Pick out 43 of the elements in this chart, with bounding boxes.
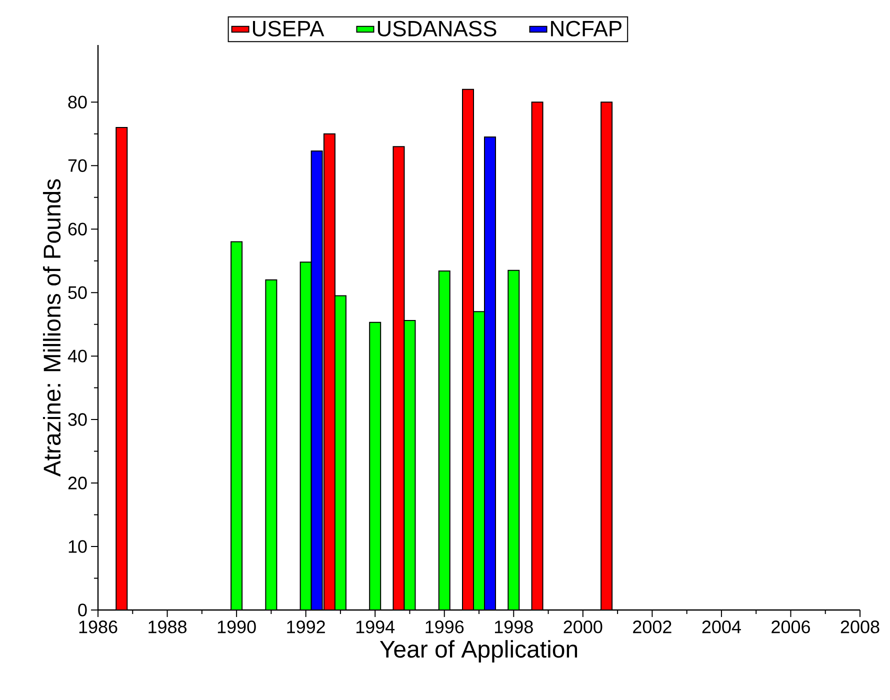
- bar: [230, 241, 243, 610]
- x-tick-label: 2008: [840, 620, 880, 634]
- bar: [462, 88, 474, 610]
- legend-label: USEPA: [252, 20, 324, 36]
- x-tick-label: 2002: [633, 620, 672, 634]
- x-tick-label: 1986: [79, 620, 118, 634]
- bar: [300, 262, 312, 610]
- legend-label: USDANASS: [378, 20, 496, 36]
- bar: [531, 102, 544, 610]
- bar: [473, 311, 486, 610]
- x-tick-label: 2004: [702, 620, 741, 634]
- bar: [484, 136, 496, 610]
- bar: [392, 146, 405, 610]
- bar: [369, 322, 382, 610]
- x-axis-title: Year of Application: [380, 640, 578, 662]
- x-tick-label: 1998: [494, 620, 533, 634]
- bar: [438, 270, 450, 610]
- y-tick-label: 70: [68, 159, 87, 172]
- x-tick-label: 2006: [772, 620, 810, 634]
- x-tick-label: 1994: [356, 620, 395, 634]
- bar: [600, 102, 613, 610]
- y-tick-label: 10: [68, 540, 87, 553]
- y-axis-title: Atrazine: Millions of Pounds: [42, 179, 61, 477]
- y-tick-label: 80: [68, 96, 87, 108]
- bar: [116, 127, 128, 610]
- bar: [323, 133, 336, 610]
- y-tick-label: 40: [68, 350, 87, 362]
- x-tick-label: 1988: [148, 620, 187, 634]
- x-tick-label: 1990: [218, 620, 256, 634]
- x-tick-label: 1996: [426, 620, 464, 634]
- y-tick-label: 20: [68, 476, 87, 490]
- bar: [310, 150, 323, 610]
- x-tick-label: 2000: [564, 620, 602, 634]
- bar: [265, 279, 278, 610]
- y-tick-label: 30: [68, 413, 87, 426]
- y-tick-label: 60: [68, 222, 87, 236]
- x-tick-label: 1992: [287, 620, 325, 634]
- bar: [508, 270, 520, 610]
- y-tick-label: 50: [68, 286, 87, 299]
- bar: [334, 295, 346, 610]
- bar: [404, 320, 416, 610]
- legend-label: NCFAP: [551, 20, 622, 36]
- y-tick-label: 0: [78, 604, 87, 616]
